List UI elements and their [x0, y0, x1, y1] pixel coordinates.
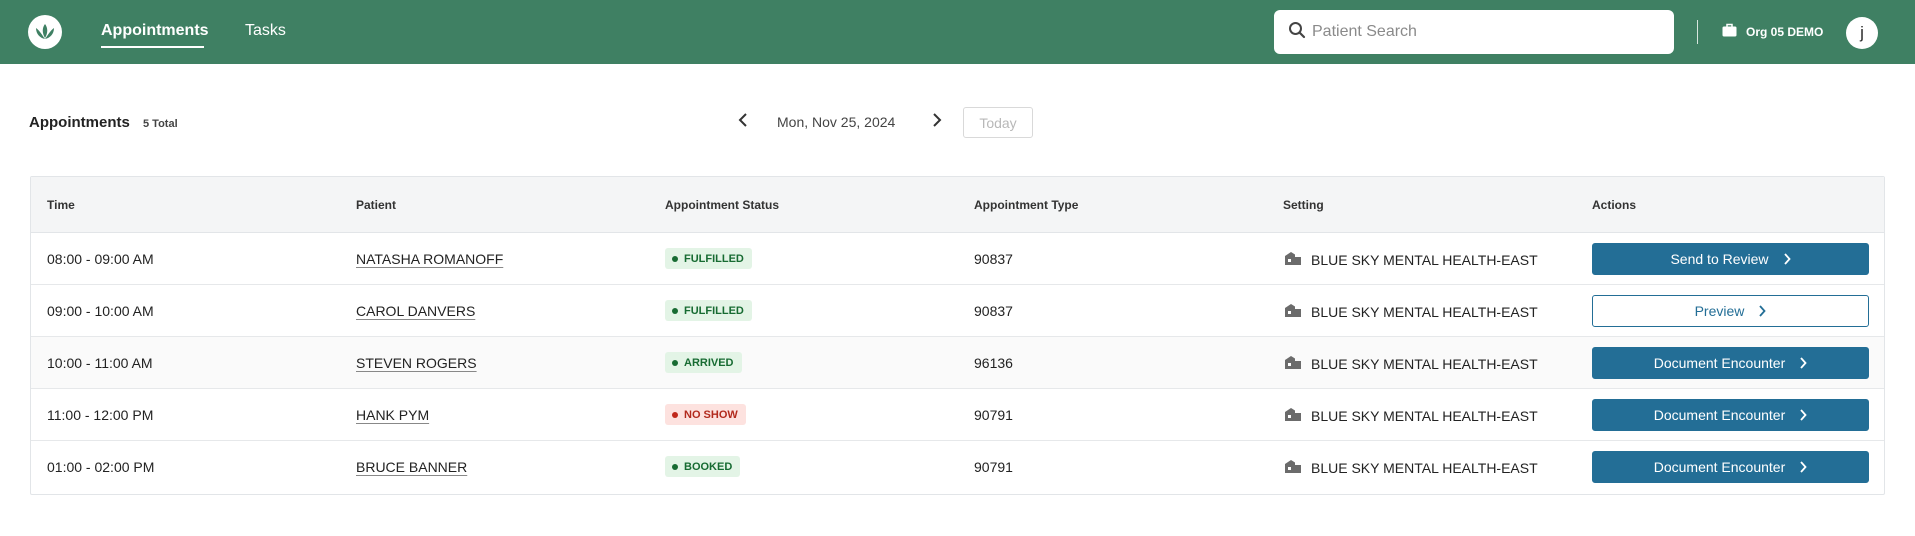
patient-name-link[interactable]: NATASHA ROMANOFF [356, 251, 504, 267]
header-divider [1697, 20, 1698, 44]
status-badge: NO SHOW [665, 404, 746, 425]
status-badge: ARRIVED [665, 352, 742, 373]
status-label: NO SHOW [684, 408, 738, 421]
setting-cell: BLUE SKY MENTAL HEALTH-EAST [1284, 250, 1538, 269]
appointment-time: 08:00 - 09:00 AM [47, 251, 154, 267]
table-row: 10:00 - 11:00 AM STEVEN ROGERS ARRIVED 9… [31, 337, 1884, 389]
status-badge: FULFILLED [665, 248, 752, 269]
appointment-type: 90837 [974, 303, 1013, 319]
column-header-patient: Patient [356, 198, 397, 212]
action-label: Document Encounter [1653, 355, 1786, 371]
patient-name-link[interactable]: BRUCE BANNER [356, 459, 468, 475]
appointments-table: Time Patient Appointment Status Appointm… [30, 176, 1885, 495]
setting-cell: BLUE SKY MENTAL HEALTH-EAST [1284, 458, 1538, 477]
action-label: Send to Review [1670, 251, 1769, 267]
building-icon [1284, 458, 1311, 477]
selected-date: Mon, Nov 25, 2024 [777, 114, 896, 130]
building-icon [1284, 250, 1311, 269]
column-header-actions: Actions [1592, 198, 1637, 212]
user-avatar[interactable]: j [1846, 17, 1878, 49]
patient-search-input[interactable] [1312, 23, 1652, 41]
building-icon [1284, 354, 1311, 373]
today-button[interactable]: Today [963, 107, 1033, 138]
status-badge: FULFILLED [665, 300, 752, 321]
column-header-setting: Setting [1283, 198, 1324, 212]
status-dot-icon [672, 463, 678, 470]
next-day-button[interactable] [929, 112, 945, 132]
appointment-type: 96136 [974, 355, 1013, 371]
status-dot-icon [672, 255, 678, 262]
setting-name: BLUE SKY MENTAL HEALTH-EAST [1311, 355, 1538, 372]
nav-tab-appointments[interactable]: Appointments [101, 22, 209, 39]
chevron-right-icon [932, 112, 942, 132]
active-tab-indicator [101, 46, 204, 48]
patient-search-box[interactable] [1274, 10, 1674, 54]
appointment-type: 90791 [974, 459, 1013, 475]
table-row: 01:00 - 02:00 PM BRUCE BANNER BOOKED 907… [31, 441, 1884, 493]
building-icon [1284, 406, 1311, 425]
document-encounter-button[interactable]: Document Encounter [1592, 399, 1869, 431]
chevron-right-icon [1799, 357, 1807, 369]
setting-cell: BLUE SKY MENTAL HEALTH-EAST [1284, 354, 1538, 373]
patient-name-link[interactable]: CAROL DANVERS [356, 303, 476, 319]
table-row: 08:00 - 09:00 AM NATASHA ROMANOFF FULFIL… [31, 233, 1884, 285]
chevron-right-icon [1783, 253, 1791, 265]
patient-name-link[interactable]: STEVEN ROGERS [356, 355, 477, 371]
send-to-review-button[interactable]: Send to Review [1592, 243, 1869, 275]
setting-name: BLUE SKY MENTAL HEALTH-EAST [1311, 251, 1538, 268]
patient-name-link[interactable]: HANK PYM [356, 407, 430, 423]
status-badge: BOOKED [665, 456, 741, 477]
setting-name: BLUE SKY MENTAL HEALTH-EAST [1311, 407, 1538, 424]
appointment-type: 90791 [974, 407, 1013, 423]
preview-button[interactable]: Preview [1592, 295, 1869, 327]
action-label: Document Encounter [1653, 459, 1786, 475]
nav-tab-tasks[interactable]: Tasks [245, 22, 286, 39]
appointment-time: 10:00 - 11:00 AM [47, 355, 153, 371]
appointment-time: 01:00 - 02:00 PM [47, 459, 155, 475]
building-icon [1284, 302, 1311, 321]
search-icon [1288, 21, 1306, 44]
status-dot-icon [672, 411, 678, 418]
table-row: 11:00 - 12:00 PM HANK PYM NO SHOW 90791 … [31, 389, 1884, 441]
status-dot-icon [672, 307, 678, 314]
top-navigation-bar: Appointments Tasks Org 05 DEMO j [0, 0, 1915, 64]
status-dot-icon [672, 359, 678, 366]
chevron-left-icon [738, 112, 748, 132]
status-label: FULFILLED [684, 304, 744, 317]
appointment-time: 11:00 - 12:00 PM [47, 407, 154, 423]
setting-name: BLUE SKY MENTAL HEALTH-EAST [1311, 303, 1538, 320]
column-header-type: Appointment Type [974, 198, 1079, 212]
appointment-time: 09:00 - 10:00 AM [47, 303, 154, 319]
column-header-time: Time [47, 198, 75, 212]
appointment-type: 90837 [974, 251, 1013, 267]
page-title: Appointments [29, 114, 130, 131]
previous-day-button[interactable] [735, 112, 751, 132]
chevron-right-icon [1799, 461, 1807, 473]
setting-cell: BLUE SKY MENTAL HEALTH-EAST [1284, 302, 1538, 321]
chevron-right-icon [1799, 409, 1807, 421]
status-label: BOOKED [684, 460, 733, 473]
status-label: ARRIVED [684, 356, 734, 369]
org-name: Org 05 DEMO [1746, 24, 1824, 39]
status-label: FULFILLED [684, 252, 744, 265]
setting-cell: BLUE SKY MENTAL HEALTH-EAST [1284, 406, 1538, 425]
table-row: 09:00 - 10:00 AM CAROL DANVERS FULFILLED… [31, 285, 1884, 337]
lotus-logo-icon[interactable] [28, 15, 62, 49]
setting-name: BLUE SKY MENTAL HEALTH-EAST [1311, 459, 1538, 476]
briefcase-icon [1722, 23, 1737, 40]
action-label: Preview [1694, 303, 1745, 319]
document-encounter-button[interactable]: Document Encounter [1592, 347, 1869, 379]
table-header: Time Patient Appointment Status Appointm… [31, 177, 1884, 233]
column-header-status: Appointment Status [665, 198, 779, 212]
chevron-right-icon [1758, 305, 1767, 317]
appointments-total-count: 5 Total [143, 118, 178, 130]
action-label: Document Encounter [1653, 407, 1786, 423]
org-selector[interactable]: Org 05 DEMO [1722, 23, 1823, 40]
document-encounter-button[interactable]: Document Encounter [1592, 451, 1869, 483]
